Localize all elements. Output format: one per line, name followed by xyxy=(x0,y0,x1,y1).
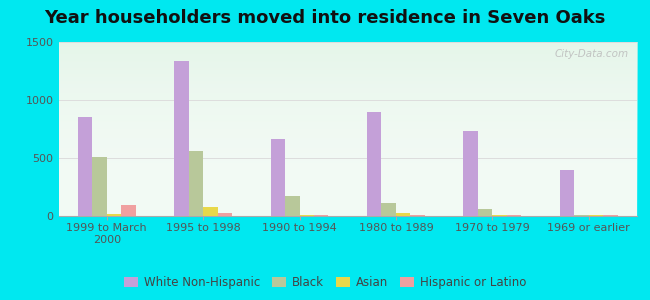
Bar xyxy=(575,215,589,216)
Text: Year householders moved into residence in Seven Oaks: Year householders moved into residence i… xyxy=(44,9,606,27)
Bar xyxy=(218,212,232,216)
Bar xyxy=(174,61,188,216)
Bar xyxy=(188,151,203,216)
Bar xyxy=(396,212,410,216)
Bar xyxy=(92,157,107,216)
Bar xyxy=(382,203,396,216)
Bar xyxy=(203,207,218,216)
Bar xyxy=(603,215,618,216)
Bar xyxy=(410,215,425,216)
Bar xyxy=(589,215,603,216)
Bar xyxy=(78,117,92,216)
Bar xyxy=(463,131,478,216)
Bar xyxy=(367,112,382,216)
Bar xyxy=(560,169,575,216)
Bar xyxy=(285,196,300,216)
Bar xyxy=(300,215,314,216)
Bar xyxy=(478,209,492,216)
Bar xyxy=(507,215,521,216)
Bar xyxy=(121,205,136,216)
Legend: White Non-Hispanic, Black, Asian, Hispanic or Latino: White Non-Hispanic, Black, Asian, Hispan… xyxy=(119,272,531,294)
Bar xyxy=(270,140,285,216)
Bar xyxy=(107,214,121,216)
Bar xyxy=(314,215,328,216)
Text: City-Data.com: City-Data.com xyxy=(554,49,629,59)
Bar xyxy=(493,215,507,216)
